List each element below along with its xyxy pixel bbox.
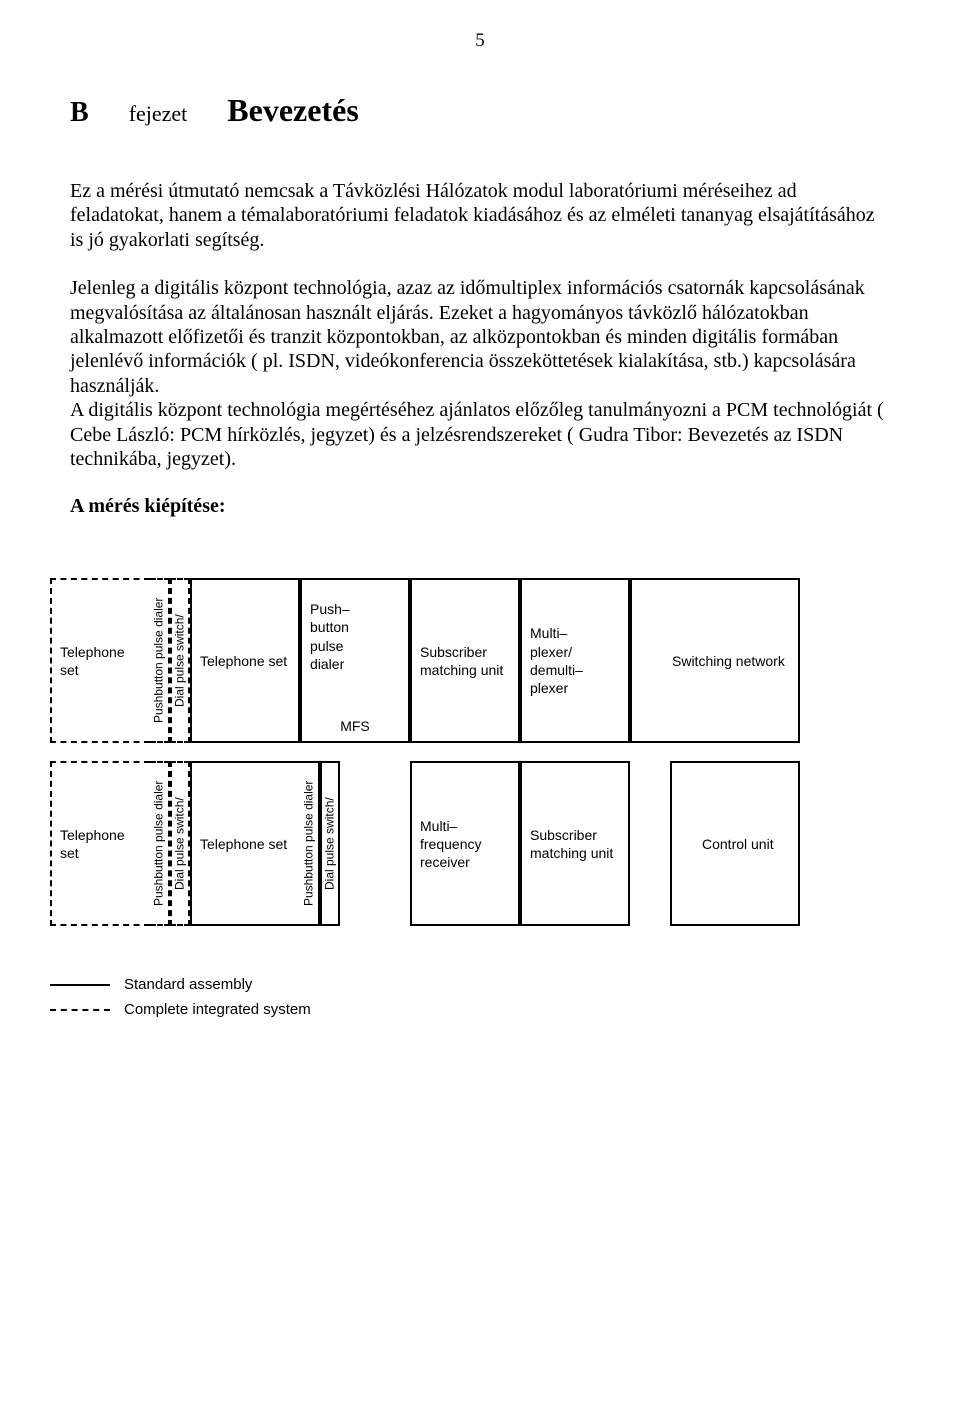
box-subscriber-matching-1: Subscriber matching unit — [410, 578, 520, 743]
box-switching-network: Switching network — [630, 578, 800, 743]
label-pushbutton-dialer: Push– button pulse dialer — [310, 600, 350, 673]
vlabel-pushbutton-dialer-2b: Pushbutton pulse dialer — [300, 761, 320, 926]
vlabel-group-2a: Pushbutton pulse dialer Dial pulse switc… — [150, 761, 190, 926]
body-text: Ez a mérési útmutató nemcsak a Távközlés… — [70, 179, 890, 471]
label-telephone-set-1b: Telephone set — [200, 652, 287, 670]
chapter-word: fejezet — [129, 101, 188, 127]
label-switching-network: Switching network — [672, 652, 785, 670]
legend-label-standard: Standard assembly — [124, 976, 252, 993]
label-control-unit: Control unit — [702, 835, 774, 853]
label-multiplexer: Multi– plexer/ demulti– plexer — [530, 624, 583, 697]
legend-label-complete: Complete integrated system — [124, 1001, 311, 1018]
vlabel-dial-switch-2a: Dial pulse switch/ — [170, 761, 190, 926]
label-telephone-set-2a: Telephone set — [60, 826, 142, 862]
label-subscriber-matching-1: Subscriber matching unit — [420, 643, 510, 679]
legend-line-solid-icon — [50, 984, 110, 986]
paragraph-1: Ez a mérési útmutató nemcsak a Távközlés… — [70, 179, 890, 252]
box-telephone-set-1a: Telephone set — [50, 578, 150, 743]
paragraph-3: A digitális központ technológia megértés… — [70, 398, 890, 471]
vlabel-pushbutton-dialer-1: Pushbutton pulse dialer — [150, 578, 170, 743]
legend-row-complete: Complete integrated system — [50, 1001, 880, 1018]
box-control-unit: Control unit — [670, 761, 800, 926]
vlabel-group-2b: Pushbutton pulse dialer Dial pulse switc… — [300, 761, 340, 926]
label-mfs: MFS — [302, 717, 408, 735]
chapter-letter: B — [70, 97, 89, 129]
box-pushbutton-dialer: Push– button pulse dialer MFS — [300, 578, 410, 743]
vlabel-group-1: Pushbutton pulse dialer Dial pulse switc… — [150, 578, 190, 743]
label-subscriber-matching-2: Subscriber matching unit — [530, 826, 620, 862]
box-telephone-set-2b: Telephone set — [190, 761, 300, 926]
label-telephone-set-2b: Telephone set — [200, 835, 287, 853]
diagram-legend: Standard assembly Complete integrated sy… — [50, 976, 880, 1018]
block-diagram: Telephone set Pushbutton pulse dialer Di… — [50, 578, 880, 1018]
box-subscriber-matching-2: Subscriber matching unit — [520, 761, 630, 926]
vlabel-dial-switch-2b: Dial pulse switch/ — [320, 761, 340, 926]
page-number: 5 — [70, 30, 890, 52]
diagram-row-2: Telephone set Pushbutton pulse dialer Di… — [50, 761, 880, 926]
chapter-title: Bevezetés — [227, 92, 358, 129]
paragraph-2: Jelenleg a digitális központ technológia… — [70, 276, 890, 398]
vlabel-pushbutton-dialer-2a: Pushbutton pulse dialer — [150, 761, 170, 926]
vlabel-dial-switch-1: Dial pulse switch/ — [170, 578, 190, 743]
legend-row-standard: Standard assembly — [50, 976, 880, 993]
box-multiplexer: Multi– plexer/ demulti– plexer — [520, 578, 630, 743]
label-telephone-set-1a: Telephone set — [60, 643, 142, 679]
box-telephone-set-2a: Telephone set — [50, 761, 150, 926]
legend-line-dashed-icon — [50, 1009, 110, 1011]
diagram-row-1: Telephone set Pushbutton pulse dialer Di… — [50, 578, 880, 743]
chapter-header: B fejezet Bevezetés — [70, 92, 890, 129]
box-mf-receiver: Multi– frequency receiver — [410, 761, 520, 926]
box-telephone-set-1b: Telephone set — [190, 578, 300, 743]
label-mf-receiver: Multi– frequency receiver — [420, 817, 481, 872]
section-heading: A mérés kiépítése: — [70, 495, 890, 518]
